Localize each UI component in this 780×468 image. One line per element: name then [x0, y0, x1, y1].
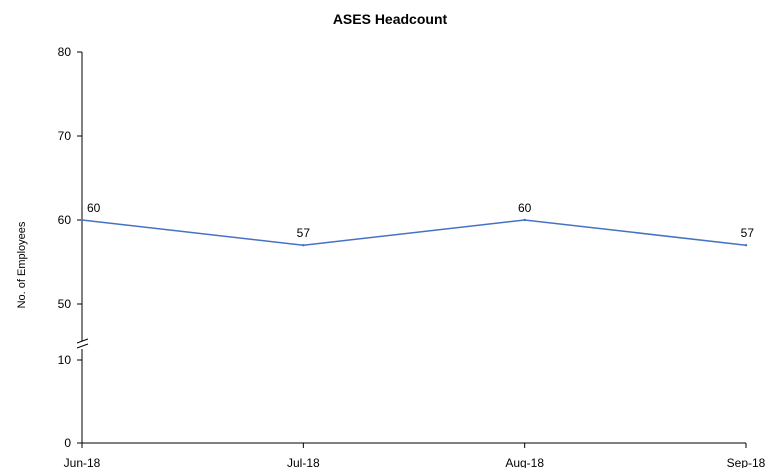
data-point: [80, 218, 84, 222]
data-label: 57: [741, 226, 755, 240]
series-group: [80, 218, 748, 247]
y-axis-label: No. of Employees: [16, 221, 28, 308]
y-tick-label: 10: [58, 353, 72, 367]
chart-title: ASES Headcount: [333, 11, 448, 27]
y-tick-label: 80: [58, 45, 72, 59]
data-point: [523, 218, 526, 222]
y-tick-label: 0: [64, 436, 71, 450]
y-tick-label: 50: [58, 297, 72, 311]
data-label: 60: [87, 201, 101, 215]
y-ticks: 50 60 70 80 0 10: [58, 45, 82, 450]
x-tick-label: Sep-18: [727, 456, 766, 468]
data-label: 60: [518, 201, 532, 215]
data-point: [302, 244, 305, 247]
series-line: [81, 219, 747, 246]
data-labels: 60 57 60 57: [87, 201, 754, 240]
data-point: [744, 244, 748, 247]
x-tick-label: Jun-18: [64, 456, 101, 468]
x-tick-label: Jul-18: [287, 456, 320, 468]
data-label: 57: [297, 226, 311, 240]
y-tick-label: 70: [58, 129, 72, 143]
axis-break-marker: [76, 338, 89, 349]
y-tick-label: 60: [58, 213, 72, 227]
x-tick-label: Aug-18: [505, 456, 544, 468]
x-ticks: Jun-18 Jul-18 Aug-18 Sep-18: [64, 443, 766, 468]
